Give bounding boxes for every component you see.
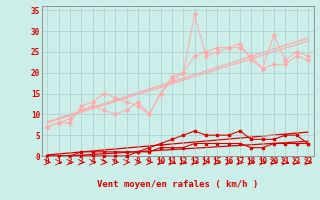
X-axis label: Vent moyen/en rafales ( km/h ): Vent moyen/en rafales ( km/h ): [97, 180, 258, 189]
